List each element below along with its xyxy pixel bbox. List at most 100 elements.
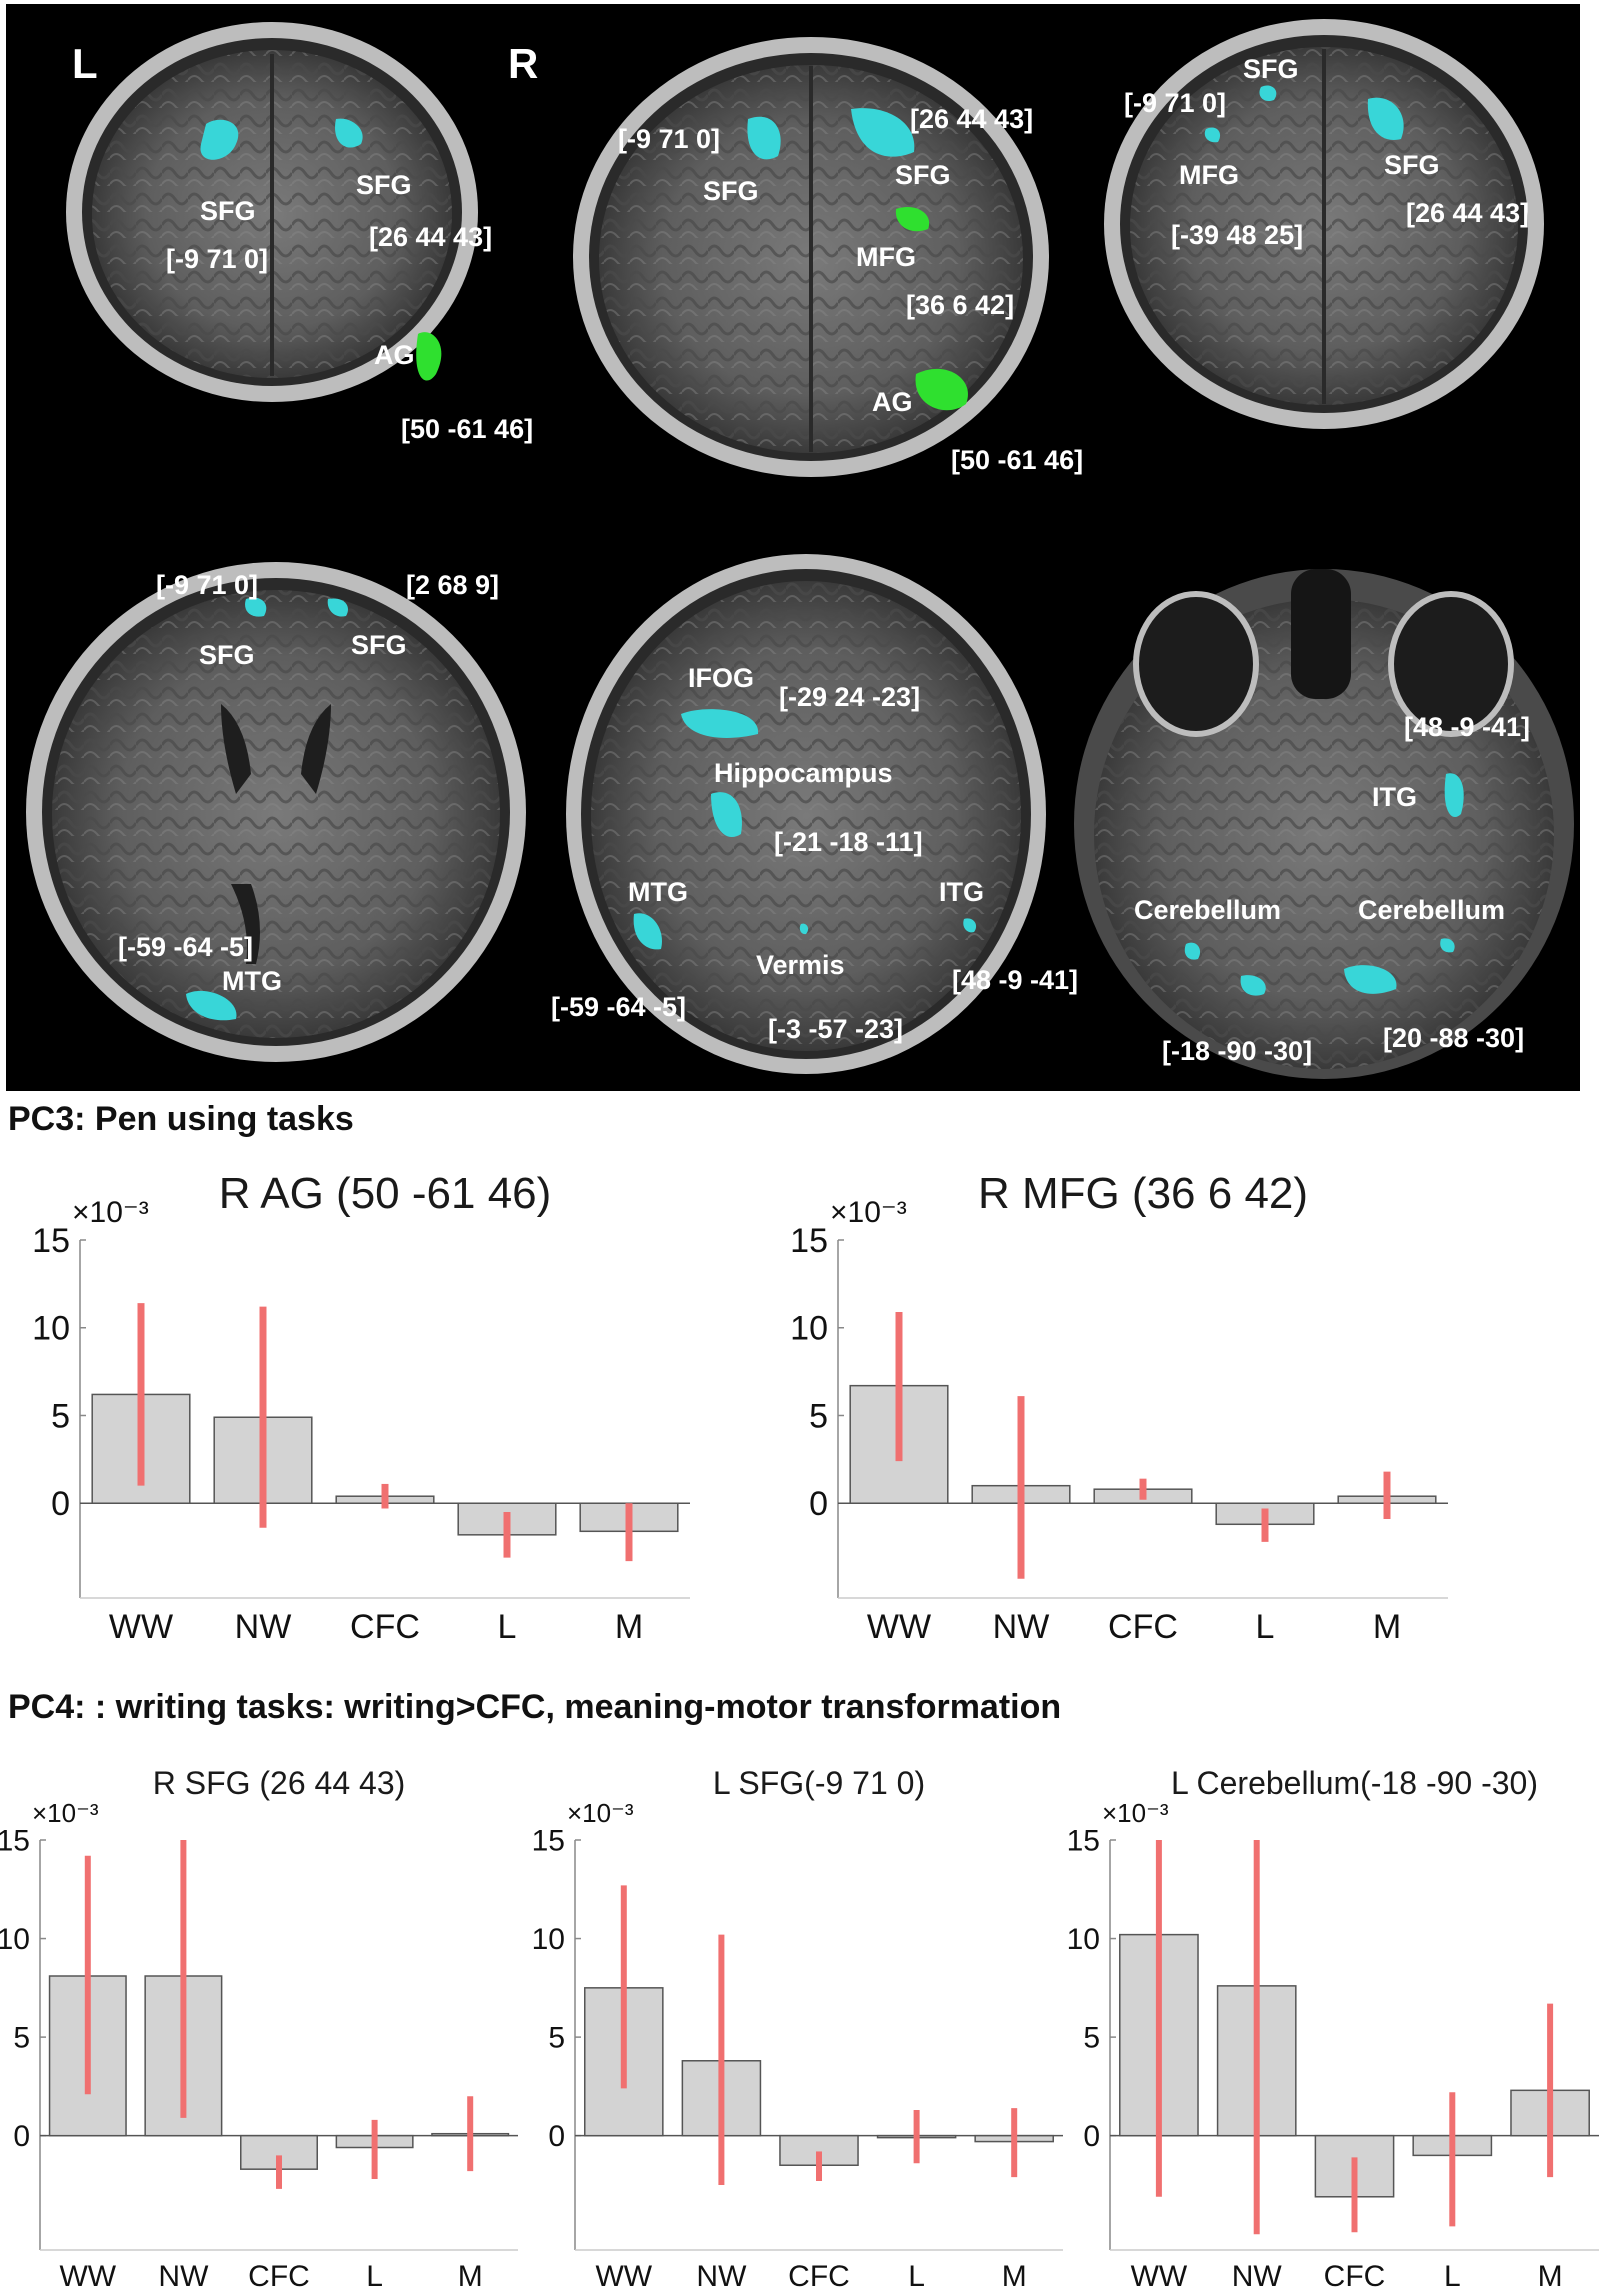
x-tick-label: L	[366, 2260, 383, 2293]
coordinate-label: [-39 48 25]	[1171, 220, 1303, 250]
x-tick-label: NW	[1232, 2260, 1283, 2293]
y-tick-label: 5	[51, 1397, 70, 1435]
coordinate-label: [-9 71 0]	[1124, 88, 1226, 118]
x-tick-label: NW	[235, 1608, 292, 1646]
x-tick-label: WW	[109, 1608, 173, 1646]
region-label: SFG	[351, 630, 407, 660]
y-axis-exponent: ×10⁻³	[830, 1196, 907, 1229]
chart-svg: R MFG (36 6 42) ×10⁻³ 0 5 10 15 WW NW CFC L M	[790, 1169, 1448, 1646]
coordinate-label: [50 -61 46]	[401, 414, 533, 444]
y-tick-label: 10	[532, 1923, 565, 1956]
x-tick-label: M	[1373, 1608, 1401, 1646]
y-tick-label: 15	[1067, 1825, 1100, 1858]
region-label: SFG	[1243, 54, 1299, 84]
x-tick-label: L	[1256, 1608, 1275, 1646]
y-axis-exponent: ×10⁻³	[567, 1798, 634, 1828]
x-tick-label: WW	[867, 1608, 931, 1646]
cluster-green	[416, 332, 442, 381]
x-tick-label: CFC	[350, 1608, 420, 1646]
brain-slice-6	[1066, 544, 1580, 1091]
x-tick-label: WW	[595, 2260, 652, 2293]
x-tick-label: CFC	[248, 2260, 310, 2293]
coordinate-label: [-21 -18 -11]	[774, 827, 923, 857]
coordinate-label: [-29 24 -23]	[779, 682, 920, 712]
coordinate-label: [2 68 9]	[406, 570, 499, 600]
x-tick-label: M	[615, 1608, 643, 1646]
y-tick-label: 15	[32, 1222, 70, 1260]
coordinate-label: [-9 71 0]	[166, 244, 268, 274]
y-tick-label: 15	[790, 1222, 828, 1260]
cluster-cyan	[335, 118, 363, 148]
region-label: SFG	[1384, 150, 1440, 180]
coordinate-label: [-3 -57 -23]	[768, 1014, 903, 1044]
coordinate-label: [48 -9 -41]	[1404, 712, 1530, 742]
bar-chart-l-cerebellum: L Cerebellum(-18 -90 -30) ×10⁻³ 0 5 10 15 WW NW…	[1067, 1765, 1611, 2295]
cluster-cyan	[200, 119, 239, 160]
brain-slice-2	[573, 37, 1049, 477]
region-label: SFG	[200, 196, 256, 226]
bar-chart-r-sfg: R SFG (26 44 43) ×10⁻³ 0 5 10 15 WW NW CFC L M	[0, 1765, 530, 2295]
region-label: Vermis	[756, 950, 845, 980]
x-tick-label: NW	[696, 2260, 747, 2293]
bar-chart-r-ag: R AG (50 -61 46) ×10⁻³ 0 5 10 15 WW NW CFC L M	[12, 1169, 712, 1655]
x-tick-label: M	[1538, 2260, 1563, 2293]
x-tick-label: CFC	[1324, 2260, 1386, 2293]
y-tick-label: 0	[548, 2120, 565, 2153]
section-heading-pc3: PC3: Pen using tasks	[8, 1100, 354, 1138]
brain-slice-4	[6, 544, 551, 1091]
y-tick-label: 5	[548, 2022, 565, 2055]
chart-svg: L Cerebellum(-18 -90 -30)×10⁻³ 0 5 10 15 WW NW…	[1067, 1765, 1599, 2293]
brain-slice-5	[551, 544, 1066, 1091]
x-tick-label: NW	[993, 1608, 1050, 1646]
region-label: Hippocampus	[714, 758, 893, 788]
coordinate-label: [-59 -64 -5]	[551, 992, 686, 1022]
y-tick-label: 0	[1083, 2120, 1100, 2153]
region-label: ITG	[1372, 782, 1417, 812]
y-tick-label: 15	[0, 1825, 30, 1858]
orientation-right: R	[508, 40, 538, 87]
region-label: MFG	[856, 242, 916, 272]
region-label: SFG	[895, 160, 951, 190]
chart-title: R MFG (36 6 42)	[978, 1169, 1308, 1218]
y-tick-label: 0	[13, 2120, 30, 2153]
x-tick-label: L	[498, 1608, 517, 1646]
x-tick-label: NW	[158, 2260, 209, 2293]
brain-slice-1	[66, 22, 478, 402]
y-tick-label: 10	[0, 1923, 30, 1956]
coordinate-label: [26 44 43]	[369, 222, 492, 252]
coordinate-label: [36 6 42]	[906, 290, 1014, 320]
region-label: ITG	[939, 877, 984, 907]
x-tick-label: L	[908, 2260, 925, 2293]
y-axis-exponent: ×10⁻³	[32, 1798, 99, 1828]
region-label: Cerebellum	[1358, 895, 1505, 925]
region-label: SFG	[199, 640, 255, 670]
region-label: MTG	[628, 877, 688, 907]
coordinate-label: [48 -9 -41]	[952, 965, 1078, 995]
chart-title: L Cerebellum(-18 -90 -30)	[1171, 1765, 1538, 1801]
region-label: IFOG	[688, 663, 754, 693]
region-label: AG	[872, 387, 913, 417]
chart-svg: R SFG (26 44 43) ×10⁻³ 0 5 10 15 WW NW CFC L M	[0, 1765, 518, 2293]
brain-slices-figure: L R	[6, 19, 1580, 1091]
x-tick-label: L	[1444, 2260, 1461, 2293]
bar-chart-r-mfg: R MFG (36 6 42) ×10⁻³ 0 5 10 15 WW NW CFC L M	[770, 1169, 1470, 1655]
coordinate-label: [26 44 43]	[1406, 198, 1529, 228]
coordinate-label: [-9 71 0]	[618, 124, 720, 154]
y-tick-label: 0	[51, 1485, 70, 1523]
region-label: SFG	[703, 176, 759, 206]
brain-slice-panel: L R	[6, 4, 1580, 1091]
x-tick-label: CFC	[788, 2260, 850, 2293]
region-label: MTG	[222, 966, 282, 996]
y-tick-label: 10	[790, 1310, 828, 1348]
y-tick-label: 5	[1083, 2022, 1100, 2055]
coordinate-label: [26 44 43]	[910, 104, 1033, 134]
coordinate-label: [-59 -64 -5]	[118, 932, 253, 962]
x-tick-label: M	[458, 2260, 483, 2293]
coordinate-label: [50 -61 46]	[951, 445, 1083, 475]
brain-labels: SFG SFG [-9 71 0] [26 44 43] AG [50 -61 …	[118, 54, 1530, 1066]
region-label: AG	[374, 340, 415, 370]
y-axis-exponent: ×10⁻³	[1102, 1798, 1169, 1828]
y-axis-exponent: ×10⁻³	[72, 1196, 149, 1229]
region-label: MFG	[1179, 160, 1239, 190]
bar-chart-l-sfg: L SFG(-9 71 0) ×10⁻³ 0 5 10 15 WW NW CFC L M	[532, 1765, 1075, 2295]
